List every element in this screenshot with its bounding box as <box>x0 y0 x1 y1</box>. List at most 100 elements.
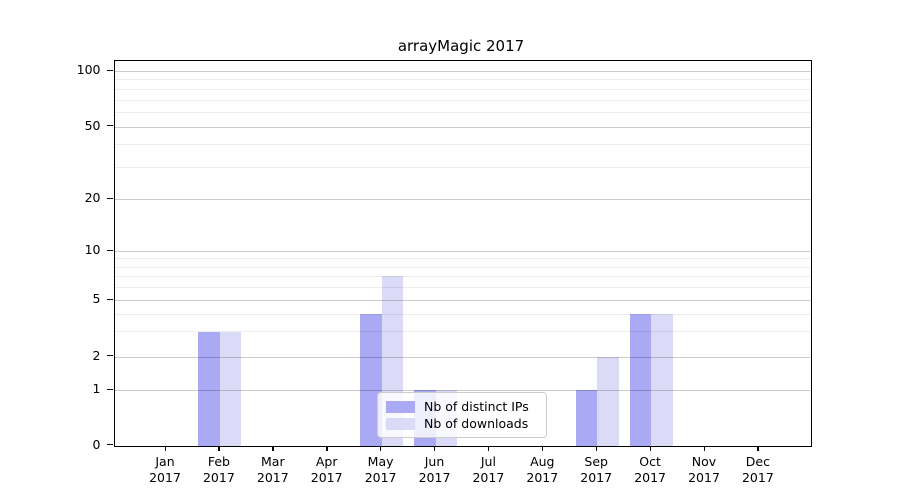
x-axis-tick-label: Dec 2017 <box>726 454 790 487</box>
year-label: 2017 <box>202 470 235 485</box>
y-axis-tick <box>106 69 113 71</box>
year-label: 2017 <box>310 470 343 485</box>
x-axis-tick <box>757 446 759 452</box>
gridline-minor <box>114 313 811 315</box>
bar-nb-of-downloads <box>651 313 673 446</box>
y-axis-tick-label: 5 <box>92 291 101 306</box>
legend-label-downloads: Nb of downloads <box>424 416 529 431</box>
x-axis-tick <box>434 446 436 452</box>
x-axis-tick <box>541 446 544 452</box>
month-label: Dec <box>745 453 770 469</box>
gridline-major <box>114 251 811 252</box>
y-axis-tick <box>106 197 113 199</box>
x-axis-tick <box>380 446 382 452</box>
x-axis-tick-label: Aug 2017 <box>510 454 574 487</box>
plot-area <box>113 59 812 447</box>
x-axis-tick <box>595 446 598 452</box>
x-axis-tick <box>272 446 274 452</box>
x-axis-tick <box>487 446 490 452</box>
y-axis-tick-label: 50 <box>84 117 101 133</box>
gridline-minor <box>114 276 811 278</box>
gridline-major <box>114 199 811 200</box>
month-label: Feb <box>207 453 230 469</box>
gridline-minor <box>114 88 811 90</box>
month-label: Mar <box>261 453 285 469</box>
legend-item-downloads: Nb of downloads <box>386 416 536 431</box>
month-label: Apr <box>315 453 338 469</box>
month-label: Jun <box>424 453 445 469</box>
x-axis-tick-label: Mar 2017 <box>241 454 305 487</box>
gridline-minor <box>114 99 811 101</box>
month-label: Oct <box>639 453 661 469</box>
y-axis-tick <box>106 298 113 300</box>
x-axis-tick-label: Jul 2017 <box>456 454 520 487</box>
gridline-minor <box>114 266 811 268</box>
x-axis-tick <box>326 446 328 452</box>
month-label: Jan <box>155 453 175 469</box>
y-axis-tick-label: 1 <box>92 381 101 396</box>
gridline-minor <box>114 287 811 289</box>
y-axis-tick-label: 20 <box>84 190 101 205</box>
year-label: 2017 <box>634 470 666 485</box>
x-axis-tick-label: Jan 2017 <box>133 454 197 487</box>
legend-label-distinct-ips: Nb of distinct IPs <box>424 399 529 414</box>
year-label: 2017 <box>580 470 613 485</box>
bar-nb-of-distinct-ips <box>360 313 382 446</box>
y-axis-tick <box>106 444 113 446</box>
gridline-minor <box>114 111 811 113</box>
legend-swatch-distinct-ips <box>386 400 415 413</box>
month-label: Aug <box>530 453 555 469</box>
gridline-minor <box>114 331 811 333</box>
year-label: 2017 <box>149 470 181 485</box>
bar-nb-of-distinct-ips <box>629 313 652 446</box>
x-axis-tick-label: May 2017 <box>349 454 413 487</box>
x-axis-tick-label: Sep 2017 <box>564 454 628 487</box>
year-label: 2017 <box>256 470 289 485</box>
bar-nb-of-downloads <box>219 331 242 446</box>
x-axis-tick-label: Oct 2017 <box>618 454 682 487</box>
legend-item-distinct-ips: Nb of distinct IPs <box>386 399 536 414</box>
y-axis-tick-label: 100 <box>76 62 101 77</box>
x-axis-tick <box>703 446 705 452</box>
month-label: May <box>367 453 394 469</box>
y-axis-tick-label: 0 <box>92 436 101 452</box>
month-label: Nov <box>691 453 717 469</box>
year-label: 2017 <box>364 470 397 485</box>
gridline-major <box>114 71 811 72</box>
bar-nb-of-downloads <box>597 356 619 446</box>
x-axis-tick <box>218 446 220 452</box>
gridline-major <box>114 390 811 391</box>
x-axis-tick-label: Apr 2017 <box>295 454 359 487</box>
chart-title: arrayMagic 2017 <box>397 37 525 55</box>
x-axis-tick-label: Jun 2017 <box>403 454 467 487</box>
year-label: 2017 <box>526 470 559 485</box>
y-axis-tick <box>106 355 113 357</box>
gridline-minor <box>114 166 811 168</box>
year-label: 2017 <box>472 470 505 485</box>
gridline-minor <box>114 79 811 81</box>
gridline-major <box>114 300 811 301</box>
legend-swatch-downloads <box>386 417 415 430</box>
gridline-major <box>114 356 811 358</box>
bar-nb-of-distinct-ips <box>198 331 220 446</box>
gridline-major <box>114 126 811 128</box>
legend: Nb of distinct IPs Nb of downloads <box>377 392 547 438</box>
year-label: 2017 <box>418 470 451 485</box>
y-axis-tick-label: 2 <box>92 347 101 363</box>
bar-nb-of-distinct-ips <box>575 390 598 446</box>
y-axis-tick <box>106 249 113 251</box>
y-axis-tick <box>106 125 113 127</box>
y-axis-tick-label: 10 <box>84 242 101 257</box>
month-label: Sep <box>584 453 608 469</box>
x-axis-tick <box>649 446 651 452</box>
gridline-minor <box>114 144 811 146</box>
month-label: Jul <box>480 453 496 469</box>
year-label: 2017 <box>741 470 774 485</box>
x-axis-tick-label: Nov 2017 <box>672 454 736 487</box>
x-axis-tick-label: Feb 2017 <box>187 454 251 487</box>
gridline-minor <box>114 258 811 260</box>
y-axis-tick <box>106 388 113 390</box>
x-axis-tick <box>164 446 166 452</box>
year-label: 2017 <box>688 470 720 485</box>
